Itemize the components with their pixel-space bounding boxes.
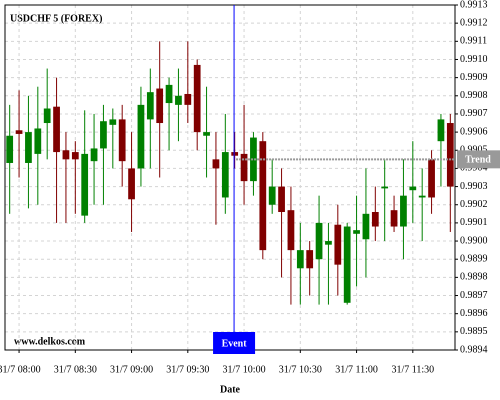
- candle-body: [334, 224, 342, 265]
- x-tick-label: 31/7 10:00: [223, 364, 266, 375]
- trend-box: [457, 150, 500, 169]
- y-tick-label: 0.9908: [460, 90, 488, 101]
- candle-body: [250, 137, 257, 182]
- candle-body: [109, 119, 117, 125]
- candle-body: [128, 168, 135, 200]
- candle-body: [418, 195, 426, 198]
- y-tick-label: 0.9900: [460, 235, 488, 246]
- candle-body: [315, 222, 323, 260]
- candle-body: [325, 241, 332, 245]
- y-tick-label: 0.9896: [460, 308, 488, 319]
- candle-body: [371, 212, 379, 227]
- x-tick-label: 31/7 09:30: [166, 364, 209, 375]
- trend-label: Trend: [465, 155, 491, 166]
- chart-title: USDCHF 5 (FOREX): [10, 13, 102, 24]
- candle-body: [53, 106, 60, 153]
- x-axis-label: Date: [220, 384, 241, 395]
- candle-body: [353, 230, 360, 234]
- x-tick-label: 31/7 09:00: [110, 364, 153, 375]
- candle-body: [362, 213, 370, 240]
- y-tick-label: 0.9901: [460, 217, 488, 228]
- candle-body: [437, 119, 445, 142]
- candle-body: [390, 210, 398, 227]
- candle-body: [428, 159, 435, 198]
- candle-body: [81, 153, 89, 216]
- candle-body: [212, 159, 220, 169]
- candle-body: [193, 64, 201, 133]
- event-label: Event: [222, 338, 248, 349]
- y-tick-label: 0.9899: [460, 254, 488, 265]
- candle-body: [296, 250, 304, 269]
- y-tick-label: 0.9911: [460, 36, 487, 47]
- candle-body: [34, 128, 42, 154]
- candle-body: [203, 132, 210, 136]
- y-tick-label: 0.9902: [460, 199, 488, 210]
- candle-body: [409, 186, 417, 191]
- candle-body: [381, 186, 389, 189]
- plot-frame: [4, 4, 456, 351]
- candle-body: [231, 152, 239, 156]
- candle-body: [137, 104, 145, 169]
- candle-body: [156, 88, 164, 124]
- candle-body: [184, 93, 192, 105]
- candle-body: [446, 123, 454, 187]
- y-tick-label: 0.9913: [460, 0, 488, 10]
- candle-body: [71, 152, 79, 160]
- y-tick-label: 0.9898: [460, 272, 488, 283]
- y-tick-label: 0.9907: [460, 108, 488, 119]
- candle-body: [100, 121, 107, 149]
- x-tick-label: 31/7 11:30: [391, 364, 434, 375]
- candle-body: [62, 150, 70, 160]
- candle-body: [90, 148, 98, 162]
- candle-body: [6, 135, 14, 163]
- candle-body: [118, 119, 126, 162]
- candle-body: [268, 186, 276, 205]
- y-tick-label: 0.9903: [460, 181, 488, 192]
- y-tick-label: 0.9897: [460, 290, 488, 301]
- x-tick-label: 31/7 08:00: [0, 364, 41, 375]
- candle-body: [146, 92, 154, 120]
- candle-body: [287, 210, 295, 251]
- y-tick-label: 0.9895: [460, 326, 488, 337]
- candle-body: [306, 250, 314, 269]
- x-tick-label: 31/7 08:30: [54, 364, 97, 375]
- y-tick-label: 0.9905: [460, 145, 488, 156]
- y-tick-label: 0.9912: [460, 17, 488, 28]
- y-tick-label: 0.9894: [460, 344, 488, 355]
- candle-body: [400, 195, 407, 227]
- candle-body: [25, 132, 32, 163]
- candle-body: [175, 95, 182, 105]
- y-tick-label: 0.9906: [460, 126, 488, 137]
- candle-body: [343, 226, 351, 303]
- candle-body: [165, 84, 173, 104]
- candle-body: [43, 108, 51, 124]
- candle-body: [221, 152, 229, 198]
- candle-body: [240, 153, 248, 182]
- x-tick-label: 31/7 11:00: [335, 364, 378, 375]
- y-tick-label: 0.9909: [460, 72, 488, 83]
- watermark: www.delkos.com: [14, 336, 86, 347]
- event-box: [213, 332, 256, 354]
- candle-body: [278, 186, 285, 212]
- candle-body: [259, 141, 267, 251]
- y-tick-label: 0.9910: [460, 54, 488, 65]
- x-tick-label: 31/7 10:30: [279, 364, 322, 375]
- candle-body: [15, 130, 23, 134]
